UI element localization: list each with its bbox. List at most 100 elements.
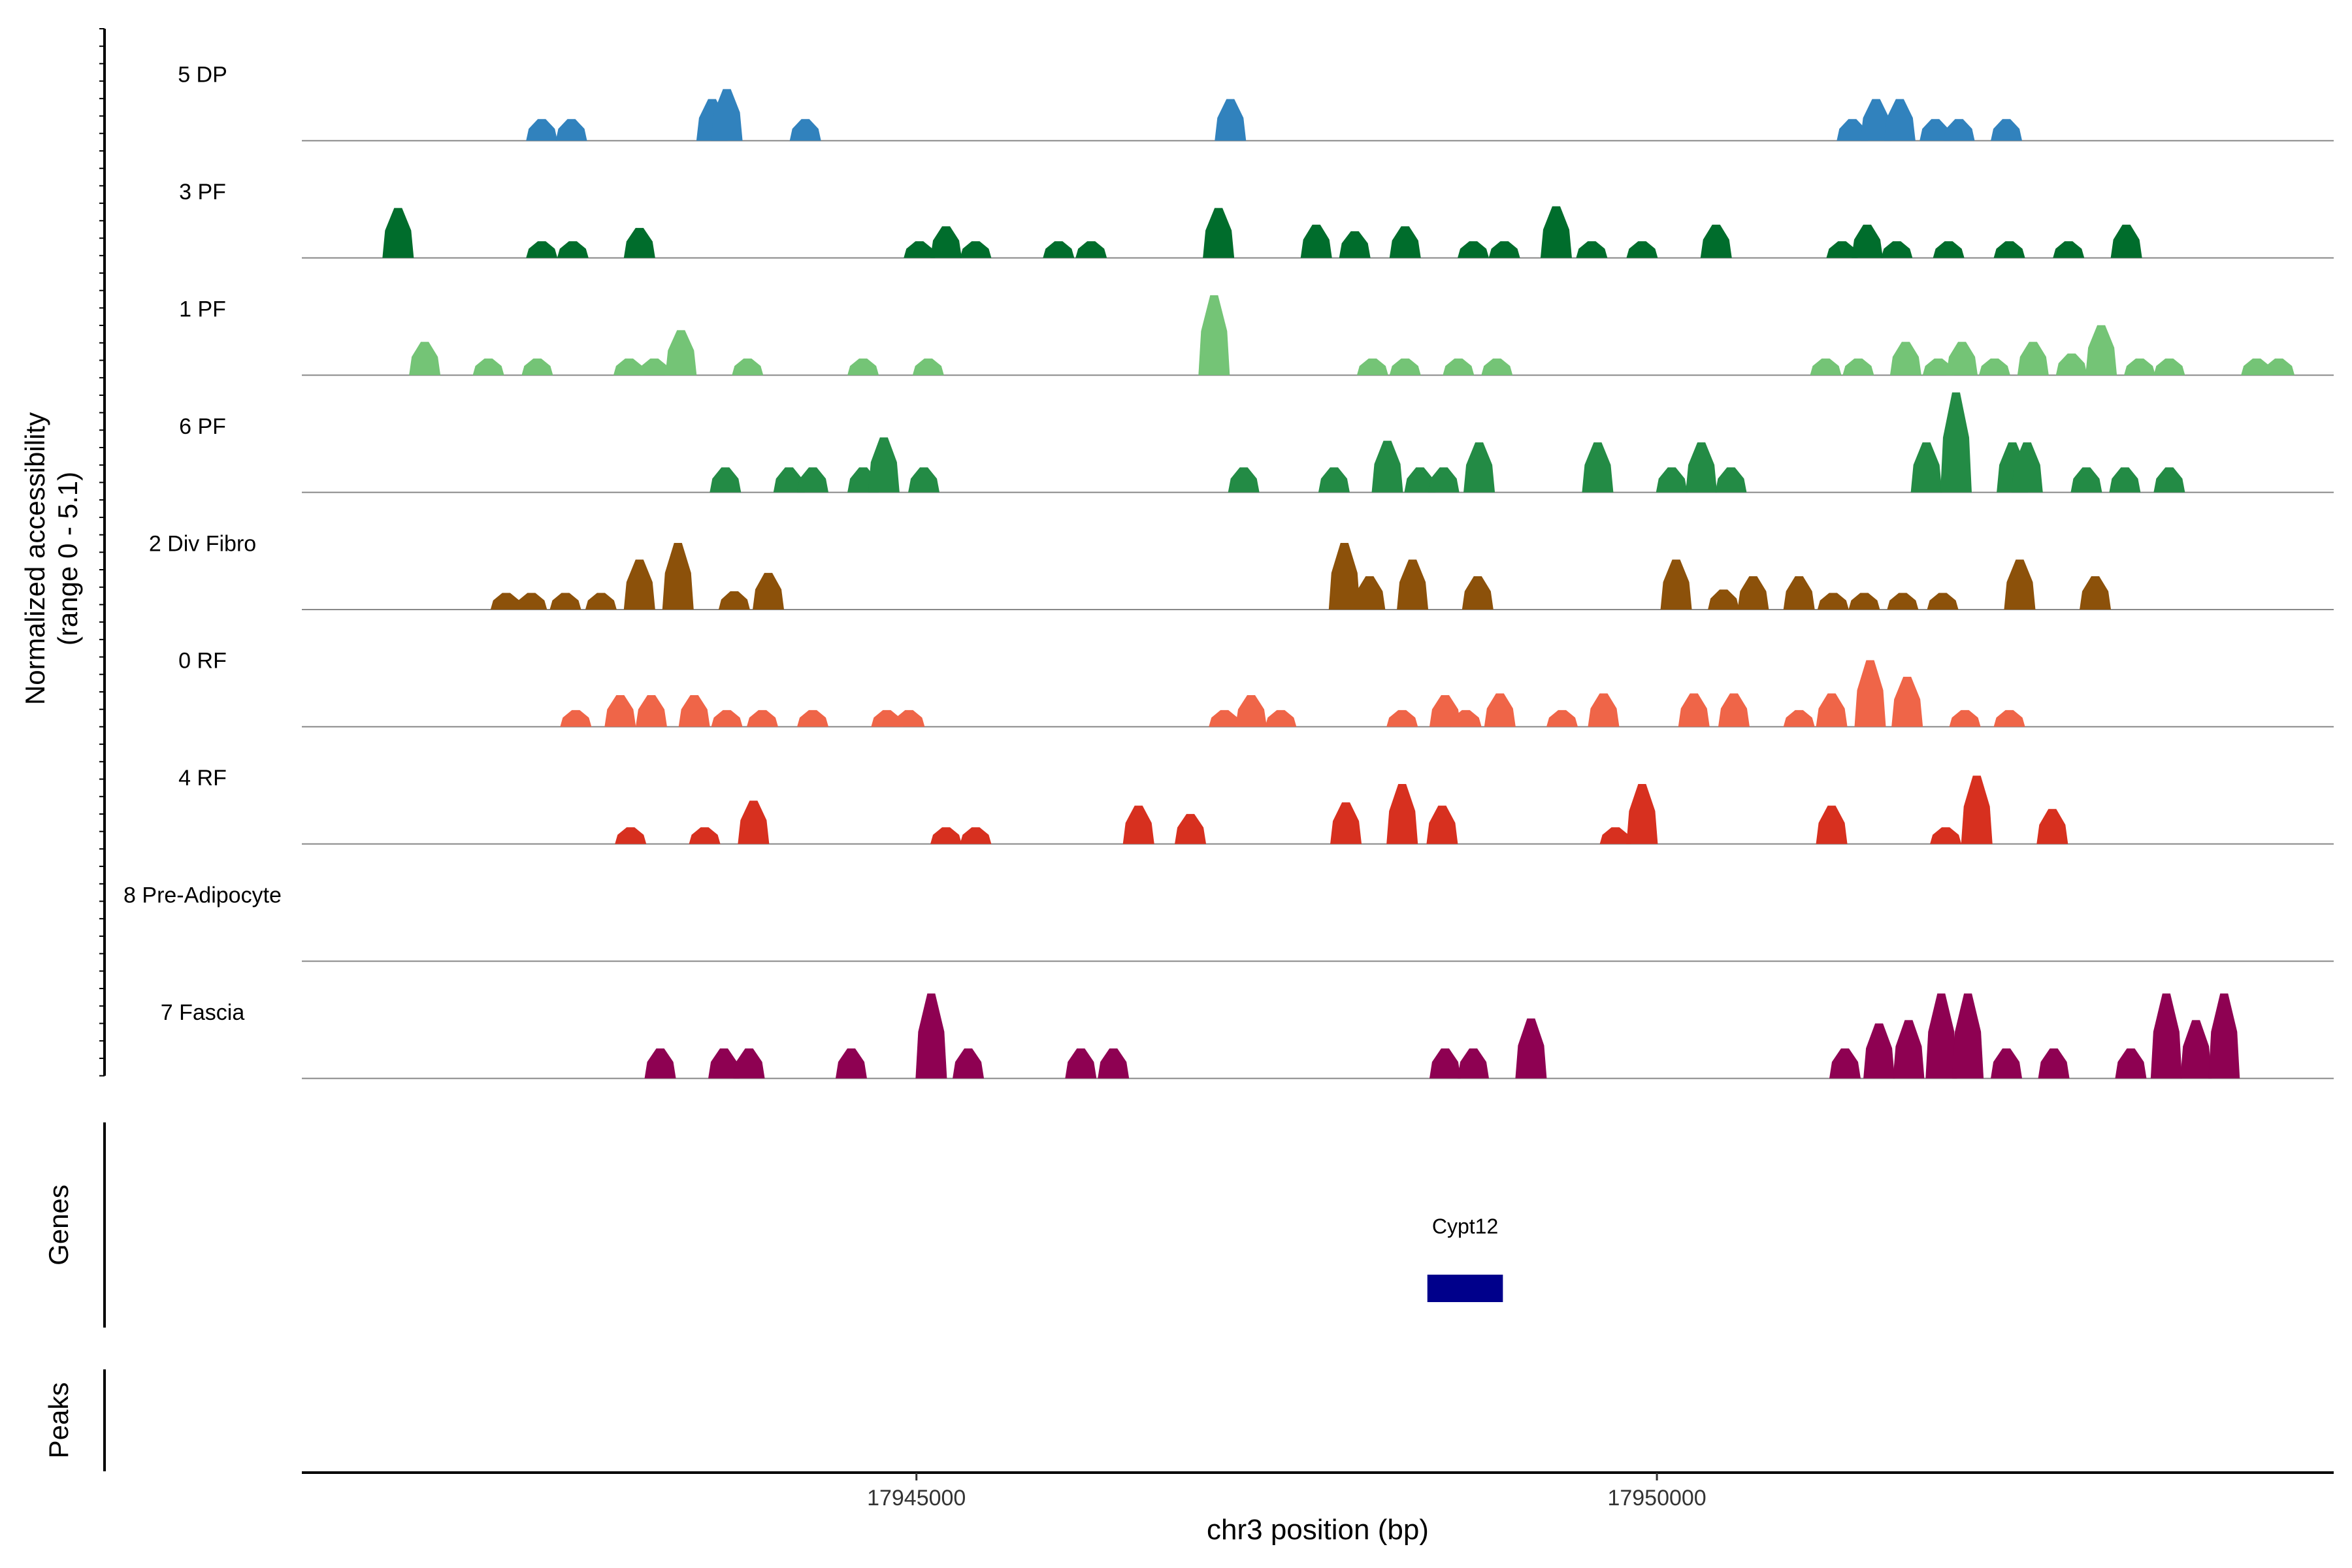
- accessibility-peak: [1891, 676, 1923, 727]
- accessibility-peak: [797, 467, 829, 493]
- track-label: 0 RF: [178, 649, 227, 674]
- accessibility-peak: [1235, 694, 1267, 727]
- accessibility-peak: [1991, 119, 2023, 141]
- track-3: 6 PF: [179, 392, 2334, 493]
- accessibility-peak: [1582, 442, 1614, 493]
- accessibility-peak: [1678, 693, 1710, 727]
- accessibility-peak: [1354, 576, 1386, 610]
- accessibility-peak: [678, 694, 710, 727]
- accessibility-peak: [1863, 1023, 1895, 1079]
- accessibility-peak: [557, 241, 589, 258]
- accessibility-peak: [515, 593, 547, 610]
- accessibility-peak: [960, 827, 992, 844]
- accessibility-peak: [1910, 442, 1942, 493]
- accessibility-peak: [2180, 1020, 2212, 1079]
- accessibility-peak: [1043, 241, 1075, 258]
- track-area: 5 DP 3 PF 1 PF 6 PF 2 Div Fibro 0 RF 4 RF 8 Pre…: [123, 63, 2334, 1079]
- accessibility-peak: [662, 543, 694, 610]
- accessibility-peak: [1826, 241, 1858, 258]
- accessibility-peak: [409, 342, 441, 376]
- accessibility-peak: [1075, 241, 1107, 258]
- accessibility-peak: [2080, 576, 2112, 610]
- accessibility-peak: [1860, 99, 1892, 141]
- accessibility-peak: [2109, 467, 2141, 493]
- accessibility-peak: [604, 694, 636, 727]
- accessibility-peak: [1484, 693, 1516, 727]
- accessibility-peak: [549, 593, 581, 610]
- x-tick-label: 17950000: [1607, 1486, 1706, 1511]
- accessibility-peak: [665, 330, 697, 376]
- accessibility-peak: [1884, 99, 1916, 141]
- accessibility-peak: [1426, 806, 1458, 844]
- accessibility-peak: [732, 358, 764, 376]
- track-4: 2 Div Fibro: [149, 531, 2334, 610]
- accessibility-peak: [1198, 295, 1230, 376]
- accessibility-peak: [746, 710, 778, 727]
- accessibility-peak: [1816, 693, 1848, 727]
- accessibility-peak: [2070, 467, 2102, 493]
- accessibility-peak: [953, 1048, 985, 1079]
- accessibility-peak: [904, 241, 936, 258]
- accessibility-peak: [2208, 993, 2240, 1079]
- gene-body: [1427, 1275, 1503, 1302]
- accessibility-peak: [708, 1048, 740, 1079]
- accessibility-peak: [2017, 342, 2049, 376]
- accessibility-peak: [1854, 660, 1886, 727]
- accessibility-peak: [1175, 813, 1207, 844]
- accessibility-peak: [1588, 693, 1620, 727]
- accessibility-peak: [1881, 241, 1913, 258]
- accessibility-peak: [930, 226, 962, 258]
- x-axis-label: chr3 position (bp): [1207, 1514, 1429, 1546]
- accessibility-peak: [1783, 710, 1815, 727]
- accessibility-peak: [2036, 809, 2068, 844]
- accessibility-peak: [773, 467, 805, 493]
- track-label: 6 PF: [179, 414, 226, 439]
- accessibility-peak: [1443, 358, 1475, 376]
- accessibility-peak: [1386, 710, 1418, 727]
- accessibility-peak: [733, 1048, 765, 1079]
- accessibility-peak: [1919, 119, 1952, 141]
- accessibility-peak: [1961, 776, 1993, 844]
- accessibility-peak: [2055, 353, 2087, 376]
- accessibility-peak: [1718, 693, 1750, 727]
- accessibility-peak: [1708, 589, 1740, 610]
- accessibility-peak: [521, 358, 553, 376]
- accessibility-peak: [1993, 241, 2025, 258]
- accessibility-peak: [1546, 710, 1578, 727]
- track-label: 4 RF: [178, 766, 227, 791]
- accessibility-peak: [1371, 440, 1403, 493]
- accessibility-peak: [1626, 241, 1658, 258]
- accessibility-peak: [908, 467, 940, 493]
- accessibility-peak: [718, 591, 750, 610]
- track-1: 3 PF: [179, 180, 2334, 259]
- accessibility-peak: [1098, 1048, 1130, 1079]
- track-label: 7 Fascia: [161, 1000, 245, 1025]
- accessibility-peak: [526, 241, 558, 258]
- accessibility-peak: [1599, 827, 1631, 844]
- accessibility-peak: [1933, 241, 1965, 258]
- accessibility-peak: [382, 208, 414, 258]
- track-label: 1 PF: [179, 297, 226, 322]
- accessibility-peak: [1889, 342, 1921, 376]
- accessibility-peak: [1429, 1048, 1461, 1079]
- genes-label: Genes: [43, 1184, 74, 1266]
- accessibility-peak: [585, 593, 617, 610]
- accessibility-peak: [1660, 559, 1692, 610]
- accessibility-peak: [1952, 993, 1984, 1079]
- accessibility-peak: [1428, 467, 1460, 493]
- accessibility-peak: [1842, 358, 1874, 376]
- accessibility-peak: [1458, 1048, 1490, 1079]
- accessibility-peak: [1463, 442, 1495, 493]
- accessibility-peak: [689, 827, 721, 844]
- accessibility-peak: [1887, 593, 1919, 610]
- accessibility-peak: [797, 710, 829, 727]
- accessibility-peak: [2110, 224, 2142, 258]
- accessibility-peak: [1949, 710, 1981, 727]
- accessibility-peak: [1816, 806, 1848, 844]
- accessibility-peak: [1540, 206, 1572, 258]
- accessibility-peak: [1925, 993, 1957, 1079]
- accessibility-peak: [2153, 467, 2185, 493]
- accessibility-peak: [1458, 241, 1490, 258]
- accessibility-peak: [789, 119, 821, 141]
- track-6: 4 RF: [178, 766, 2334, 845]
